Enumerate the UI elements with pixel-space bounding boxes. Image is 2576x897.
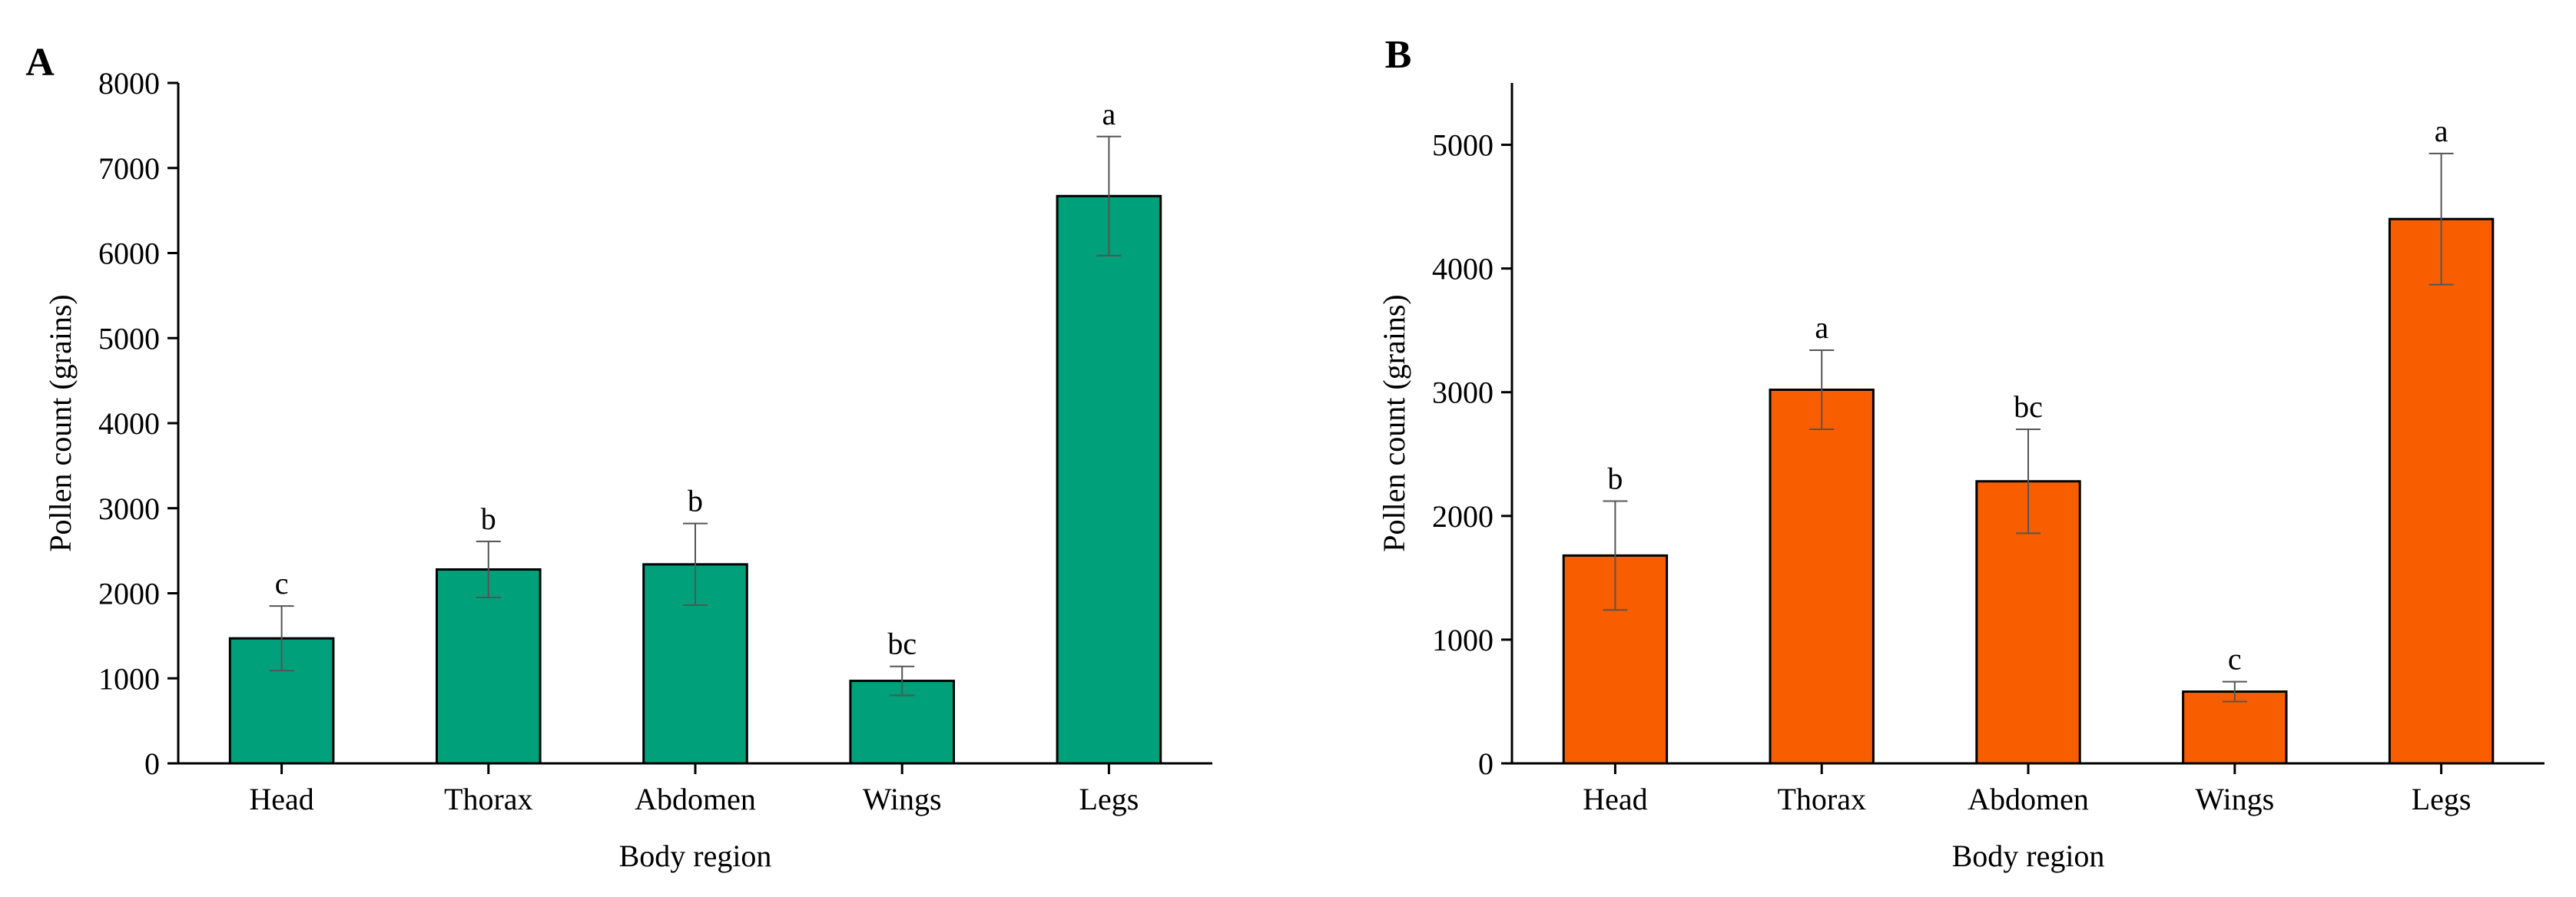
y-tick-label: 5000 <box>98 321 160 356</box>
y-tick-label: 1000 <box>1432 623 1494 657</box>
x-tick-label: Head <box>249 782 313 816</box>
y-tick-label: 6000 <box>98 237 160 271</box>
y-tick-label: 0 <box>1478 746 1494 781</box>
panel-label: A <box>25 41 55 84</box>
significance-letter: b <box>688 484 703 518</box>
y-tick-label: 0 <box>144 746 160 781</box>
bar-wings <box>2182 690 2288 765</box>
x-tick-label: Abdomen <box>635 782 756 816</box>
significance-letter: b <box>1607 461 1623 495</box>
bar-legs <box>1056 194 1162 765</box>
significance-letter: a <box>1102 97 1116 131</box>
x-tick-label: Legs <box>1079 782 1139 816</box>
y-tick-label: 1000 <box>98 661 160 696</box>
y-axis-title: Pollen count (grains) <box>43 294 78 552</box>
y-tick-label: 2000 <box>98 577 160 611</box>
x-tick-label: Head <box>1583 782 1647 816</box>
x-tick-label: Legs <box>2412 782 2472 816</box>
panel-label: B <box>1385 33 1412 77</box>
x-tick-label: Thorax <box>444 782 533 816</box>
y-tick-label: 3000 <box>98 492 160 526</box>
significance-letter: c <box>275 566 289 601</box>
significance-letter: a <box>2435 114 2448 148</box>
y-tick-label: 3000 <box>1432 376 1494 410</box>
y-tick-label: 7000 <box>98 151 160 186</box>
x-tick-label: Thorax <box>1777 782 1866 816</box>
x-tick-label: Wings <box>863 782 942 816</box>
y-tick-label: 4000 <box>98 406 160 441</box>
y-tick-label: 2000 <box>1432 499 1494 534</box>
y-tick-label: 4000 <box>1432 252 1494 286</box>
x-axis-title: Body region <box>1952 839 2105 873</box>
significance-letter: a <box>1815 310 1828 345</box>
chart-panel-a: A 0 1000 2000 3000 4000 5000 6000 7000 8000 c Head b… <box>25 41 1212 873</box>
y-tick-label: 8000 <box>98 66 160 101</box>
significance-letter: b <box>481 501 496 536</box>
x-axis-title: Body region <box>619 839 772 873</box>
significance-letter: c <box>2228 642 2242 677</box>
x-tick-label: Wings <box>2195 782 2274 816</box>
significance-letter: bc <box>887 627 917 661</box>
y-axis-title: Pollen count (grains) <box>1377 294 1411 552</box>
bar-thorax <box>1769 389 1875 765</box>
bar-thorax <box>436 568 542 765</box>
chart-panel-b: B 0 1000 2000 3000 4000 5000 b Head a Thorax bc Abdo… <box>1377 33 2545 873</box>
y-tick-label: 5000 <box>1432 128 1494 163</box>
x-tick-label: Abdomen <box>1968 782 2089 816</box>
significance-letter: bc <box>2014 389 2043 424</box>
bar-legs <box>2388 217 2495 765</box>
